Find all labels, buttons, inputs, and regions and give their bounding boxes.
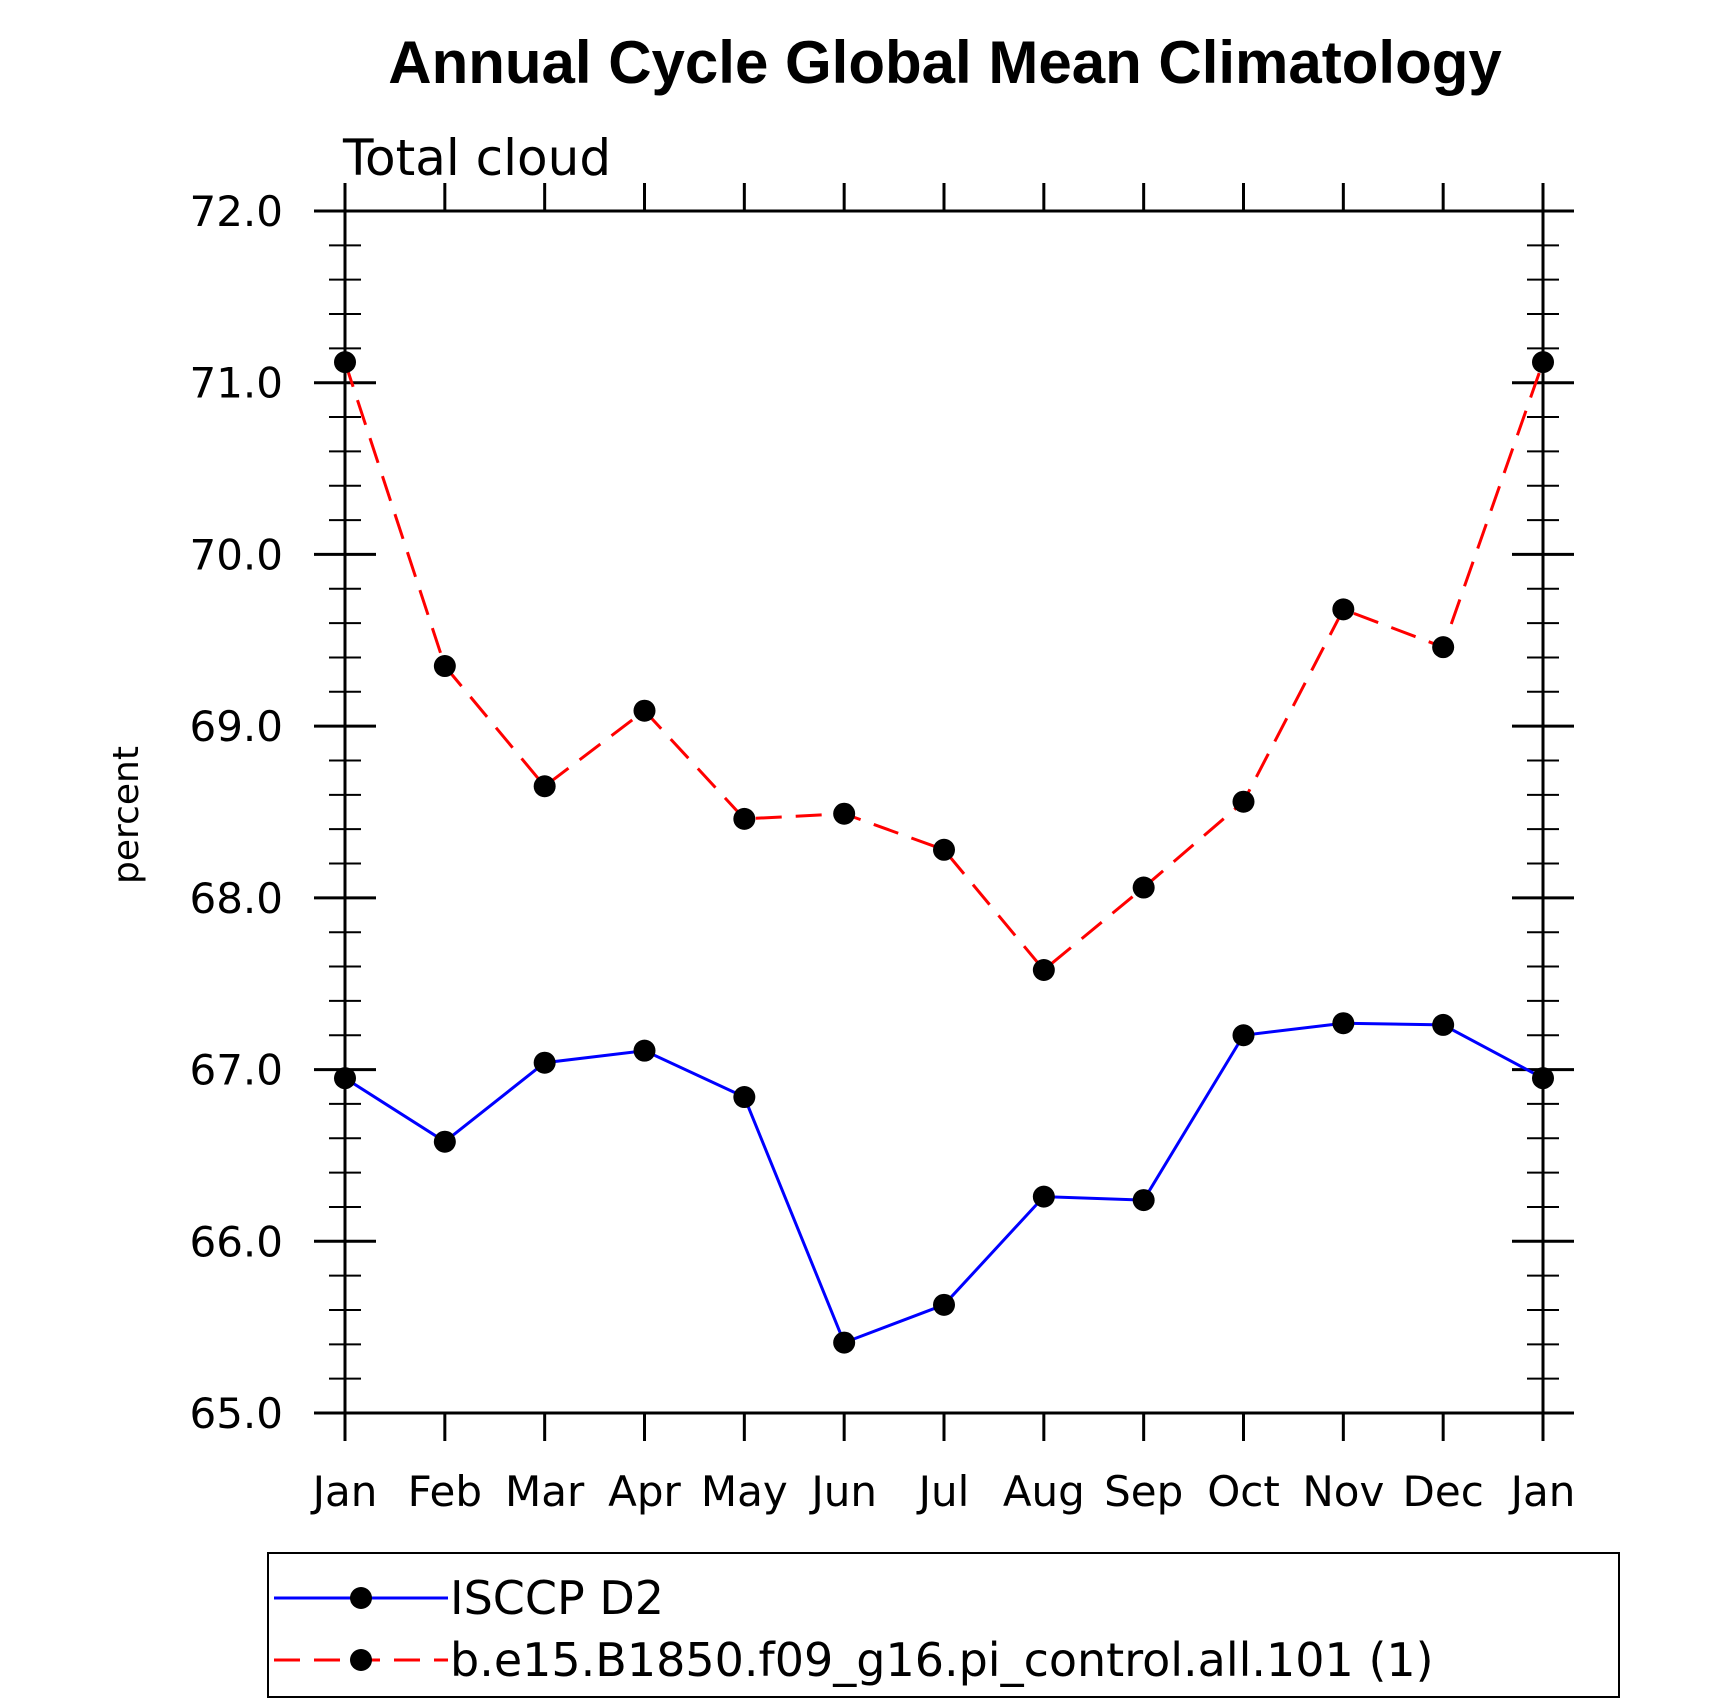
series-1-point [1532,1067,1554,1090]
x-tick-label: Jun [808,1467,877,1516]
series-1-point [933,1293,955,1316]
series-2-point [733,807,756,830]
x-tick-label: May [701,1467,788,1516]
series-2-point [1132,876,1155,899]
axes: Jan Feb Mar Apr May Jun Jul Aug Sep Oct Nov Dec Jan 6… [189,183,1575,1516]
series-line-2 [343,361,1545,973]
series-2-point [334,351,356,374]
y-tick-label: 71.0 [189,359,283,408]
series-1-point [733,1086,756,1109]
series-1-point [533,1051,556,1074]
legend-label-2: b.e15.B1850.f09_g16.pi_control.all.101 (… [450,1633,1434,1687]
chart-subtitle: Total cloud [342,129,611,187]
series-1-point [1132,1189,1155,1212]
series-2-point [1432,636,1455,659]
x-tick-label: Apr [608,1467,681,1516]
series-2-point [1532,351,1554,374]
y-tick-label: 68.0 [189,874,283,923]
legend-marker-1 [350,1587,372,1609]
x-tick-label: Aug [1003,1467,1085,1516]
series-1-point [1432,1013,1455,1036]
series-2-point [833,802,856,825]
x-tick-label: Dec [1403,1467,1484,1516]
y-tick-label: 66.0 [189,1217,283,1266]
series-2-point [1232,790,1255,813]
series-1-point [1232,1024,1255,1047]
y-tick-label: 67.0 [189,1046,283,1095]
legend-items: ISCCP D2 b.e15.B1850.f09_g16.pi_control.a… [274,1571,1434,1687]
series-1-point [1032,1185,1055,1208]
x-tick-label: Jan [1508,1467,1576,1516]
y-tick-label: 65.0 [189,1389,283,1438]
series-2-point [1032,958,1055,981]
x-tick-label: Sep [1104,1467,1183,1516]
y-axis-label: percent [106,746,147,884]
chart-title: Annual Cycle Global Mean Climatology [388,29,1502,96]
series-1-point [433,1130,456,1153]
legend-box [267,1552,1620,1698]
x-tick-label: Feb [408,1467,482,1516]
series-1-point [334,1067,356,1090]
series-2-point [433,655,456,678]
legend-label-1: ISCCP D2 [450,1571,664,1625]
legend-marker-2 [350,1649,372,1671]
x-tick-label: Jul [916,1467,970,1516]
series-1-point [633,1039,656,1062]
legend: ISCCP D2 b.e15.B1850.f09_g16.pi_control.a… [267,1552,1620,1698]
series-2-point [1332,598,1355,621]
series-2-point [933,838,955,861]
x-tick-label: Oct [1207,1467,1280,1516]
x-tick-label: Nov [1302,1467,1384,1516]
y-tick-label: 69.0 [189,702,283,751]
series-2-point [633,699,656,722]
series-1-point [833,1331,856,1354]
series-2-point [533,775,556,798]
series-1-point [1332,1012,1355,1035]
series-layer [334,351,1554,1354]
x-tick-label: Jan [310,1467,378,1516]
plot-frame [343,209,1545,1415]
y-tick-label: 70.0 [189,530,283,579]
x-tick-label: Mar [505,1467,585,1516]
y-tick-label: 72.0 [189,187,283,236]
